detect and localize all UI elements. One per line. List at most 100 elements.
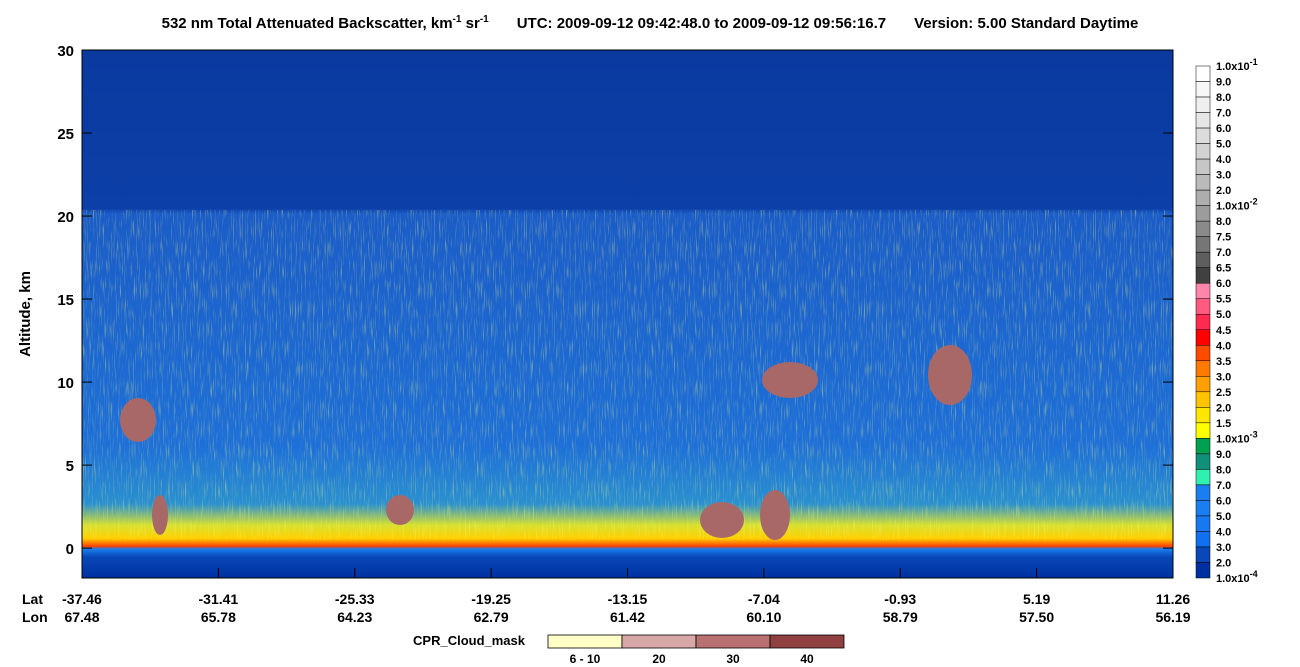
colorbar-label-text: 9.0 <box>1216 77 1231 89</box>
colorbar-label: 1.0x10-1 <box>1216 57 1258 73</box>
colorbar-label-text: 3.0 <box>1216 170 1231 182</box>
colorbar-label-text: 3.0 <box>1216 371 1231 383</box>
colorbar-swatch <box>1195 484 1211 501</box>
cloud-mask-swatch <box>769 634 845 649</box>
colorbar-label-text: 8.0 <box>1216 216 1231 228</box>
cloud-mask-swatch <box>621 634 697 649</box>
colorbar-label: 4.0 <box>1216 154 1231 166</box>
x-tick-label: 5.19 <box>1023 591 1050 607</box>
colorbar-label-text: 7.0 <box>1216 108 1231 120</box>
title-text: sr <box>461 15 480 32</box>
colorbar-label: 5.0 <box>1216 139 1231 151</box>
colorbar-label: 9.0 <box>1216 449 1231 461</box>
colorbar-label-text: 3.0 <box>1216 542 1231 554</box>
y-tick-label: 25 <box>57 126 74 143</box>
x-row-label: Lon <box>22 609 48 625</box>
colorbar-swatch <box>1195 205 1211 222</box>
y-tick-label: 0 <box>66 541 74 558</box>
colorbar-label-text: 2.0 <box>1216 557 1231 569</box>
colorbar-label: 4.0 <box>1216 526 1231 538</box>
x-tick-label: 11.26 <box>1156 591 1190 607</box>
x-tick-label: -7.04 <box>748 591 780 607</box>
colorbar-label-text: 5.5 <box>1216 294 1231 306</box>
y-tick-label: 10 <box>57 375 74 392</box>
colorbar-label-text: 6.5 <box>1216 263 1231 275</box>
colorbar-label-text: 9.0 <box>1216 449 1231 461</box>
colorbar-swatch <box>1195 360 1211 377</box>
colorbar-label: 2.5 <box>1216 387 1231 399</box>
colorbar-label: 8.0 <box>1216 216 1231 228</box>
colorbar-label-text: 8.0 <box>1216 92 1231 104</box>
colorbar-swatch <box>1195 469 1211 486</box>
x-tick-label: -0.93 <box>884 591 916 607</box>
cloud-mask-title: CPR_Cloud_mask <box>413 633 526 648</box>
colorbar-label-text: 5.0 <box>1216 511 1231 523</box>
colorbar-swatch <box>1195 376 1211 393</box>
colorbar-label: 4.0 <box>1216 340 1231 352</box>
colorbar-label-text: 1.0x10 <box>1216 433 1250 445</box>
colorbar-label: 6.5 <box>1216 263 1231 275</box>
colorbar-swatch <box>1195 391 1211 408</box>
colorbar-label: 1.0x10-2 <box>1216 197 1258 213</box>
colorbar-label-text: 7.5 <box>1216 232 1231 244</box>
colorbar-swatch <box>1195 407 1211 424</box>
colorbar-label-text: 1.0x10 <box>1216 61 1250 73</box>
curtain-background <box>82 50 1173 578</box>
title-version: Version: 5.00 Standard Daytime <box>914 15 1138 32</box>
colorbar-swatch <box>1195 313 1211 331</box>
colorbar-label-text: 2.5 <box>1216 387 1231 399</box>
colorbar-label-text: 4.0 <box>1216 154 1231 166</box>
colorbar-swatch <box>1195 236 1211 253</box>
colorbar-swatch <box>1195 81 1211 98</box>
colorbar-swatch <box>1195 500 1211 517</box>
title-exp: -1 <box>453 14 462 25</box>
colorbar-label-exp: -4 <box>1250 569 1258 579</box>
cloud-mask-swatch <box>547 634 623 649</box>
colorbar-swatch <box>1195 267 1211 284</box>
colorbar-swatch <box>1195 282 1211 299</box>
colorbar-label: 8.0 <box>1216 464 1231 476</box>
x-tick-label: 64.23 <box>337 609 372 625</box>
colorbar-label: 1.5 <box>1216 418 1231 430</box>
colorbar-label: 3.0 <box>1216 542 1231 554</box>
chart-title: 532 nm Total Attenuated Backscatter, km-… <box>162 14 1139 32</box>
colorbar-label: 3.0 <box>1216 371 1231 383</box>
colorbar-swatch <box>1195 438 1211 455</box>
colorbar-label-text: 6.0 <box>1216 123 1231 135</box>
x-tick-label: 67.48 <box>64 609 99 625</box>
colorbar-swatch <box>1195 329 1211 346</box>
colorbar-label-text: 4.0 <box>1216 526 1231 538</box>
colorbar-label-text: 2.0 <box>1216 402 1231 414</box>
colorbar-label-text: 6.0 <box>1216 278 1231 290</box>
colorbar-label-exp: -2 <box>1250 197 1258 207</box>
y-tick-label: 30 <box>57 43 74 60</box>
colorbar-label: 1.0x10-3 <box>1216 429 1258 445</box>
colorbar-label: 2.0 <box>1216 402 1231 414</box>
colorbar-swatch <box>1195 143 1211 160</box>
colorbar-swatch <box>1195 96 1211 113</box>
colorbar-label: 6.0 <box>1216 495 1231 507</box>
cloud-mask-swatch <box>695 634 771 649</box>
colorbar-label-exp: -3 <box>1250 429 1258 439</box>
colorbar-label: 8.0 <box>1216 92 1231 104</box>
x-tick-label: 58.79 <box>883 609 918 625</box>
colorbar-label: 6.0 <box>1216 278 1231 290</box>
x-tick-label: -31.41 <box>199 591 239 607</box>
colorbar-label: 7.0 <box>1216 247 1231 259</box>
colorbar-label-text: 4.5 <box>1216 325 1231 337</box>
colorbar-swatch <box>1195 422 1211 439</box>
colorbar-label-text: 1.0x10 <box>1216 573 1250 585</box>
colorbar-label: 5.5 <box>1216 294 1231 306</box>
x-tick-label: 65.78 <box>201 609 236 625</box>
colorbar-swatch <box>1195 562 1211 579</box>
colorbar-swatch <box>1195 112 1211 129</box>
colorbar-label: 4.5 <box>1216 325 1231 337</box>
colorbar-label: 2.0 <box>1216 185 1231 197</box>
colorbar-swatch <box>1195 174 1211 191</box>
cloud-mask-label: 20 <box>652 652 666 666</box>
colorbar-swatch <box>1195 546 1211 563</box>
colorbar-swatch <box>1195 345 1211 362</box>
y-tick-label: 20 <box>57 209 74 226</box>
cloud-mask-label: 40 <box>800 652 814 666</box>
